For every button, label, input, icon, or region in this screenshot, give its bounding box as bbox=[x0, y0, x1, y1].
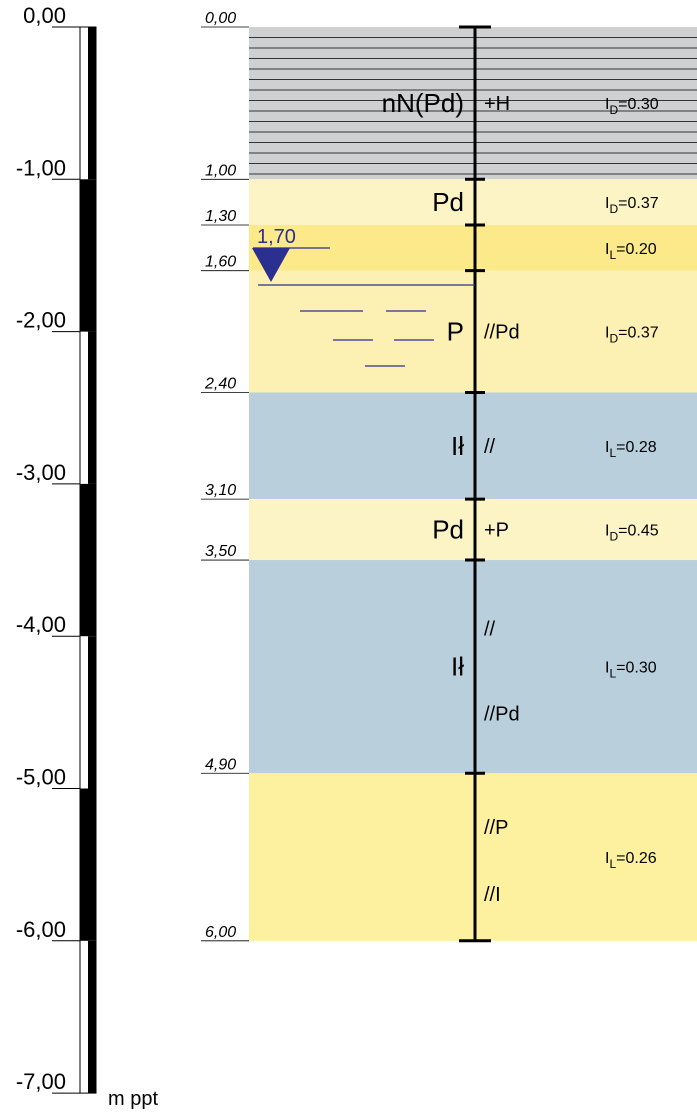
layer-parameter: IL=0.20 bbox=[605, 241, 657, 262]
depth-label: 4,90 bbox=[205, 756, 236, 773]
scale-tick-label: -3,00 bbox=[16, 460, 66, 485]
scale-segment-right bbox=[88, 331, 96, 484]
parameter-base: I bbox=[605, 660, 609, 677]
soil-code: Ił bbox=[451, 652, 464, 682]
parameter-subscript: D bbox=[609, 202, 618, 216]
parameter-subscript: D bbox=[609, 530, 618, 544]
parameter-base: I bbox=[605, 439, 609, 456]
admixture-note: +H bbox=[484, 93, 510, 115]
scale-segment-right bbox=[88, 483, 96, 637]
layer-fill bbox=[249, 392, 697, 500]
parameter-base: I bbox=[605, 325, 609, 342]
parameter-value: =0.45 bbox=[618, 523, 659, 540]
water-level-triangle bbox=[252, 248, 290, 282]
parameter-subscript: L bbox=[609, 667, 616, 681]
layer-fill bbox=[249, 560, 697, 774]
soil-code: P bbox=[447, 317, 464, 347]
depth-label: 0,00 bbox=[205, 10, 236, 27]
parameter-value: =0.37 bbox=[618, 195, 659, 212]
scale-tick-label: 0,00 bbox=[23, 3, 66, 28]
scale-segment-left bbox=[80, 788, 88, 941]
layer-fill bbox=[249, 27, 697, 180]
admixture-note: //Pd bbox=[484, 704, 520, 726]
water-level-label: 1,70 bbox=[257, 226, 296, 248]
depth-label: 6,00 bbox=[205, 924, 236, 941]
admixture-note: //Pd bbox=[484, 322, 520, 344]
layer-parameter: ID=0.37 bbox=[605, 325, 659, 346]
soil-code: Ił bbox=[451, 431, 464, 461]
soil-code: nN(Pd) bbox=[382, 88, 464, 118]
scale-tick-label: -7,00 bbox=[16, 1069, 66, 1094]
layer-fill bbox=[249, 773, 697, 941]
layer-parameter: IL=0.30 bbox=[605, 660, 657, 681]
scale-segment-left bbox=[80, 483, 88, 637]
soil-code: Pd bbox=[432, 187, 464, 217]
layer-parameter: IL=0.26 bbox=[605, 850, 657, 871]
scale-tick-label: -2,00 bbox=[16, 308, 66, 333]
scale-segment-right bbox=[88, 636, 96, 789]
parameter-value: =0.30 bbox=[616, 660, 657, 677]
layer-fill bbox=[249, 499, 697, 561]
admixture-note: +P bbox=[484, 520, 509, 542]
parameter-subscript: L bbox=[609, 857, 616, 871]
borehole-axis bbox=[459, 25, 491, 943]
admixture-note: // bbox=[484, 618, 496, 640]
scale-segment-right bbox=[88, 940, 96, 1094]
depth-label: 2,40 bbox=[204, 376, 236, 393]
parameter-value: =0.37 bbox=[618, 325, 659, 342]
scale-segment-right bbox=[88, 788, 96, 941]
scale-segment-right bbox=[88, 27, 96, 180]
scale-segment-right bbox=[88, 179, 96, 332]
parameter-subscript: D bbox=[609, 332, 618, 346]
soil-code: Pd bbox=[432, 515, 464, 545]
scale-tick-label: -4,00 bbox=[16, 612, 66, 637]
parameter-subscript: L bbox=[609, 446, 616, 460]
admixture-note: //I bbox=[484, 884, 501, 906]
depth-label: 1,00 bbox=[205, 162, 236, 179]
parameter-base: I bbox=[605, 195, 609, 212]
depth-scale: 0,00 -1,00 -2,00 -3,00 -4,00 -5,00 -6,00 -7,00 bbox=[16, 3, 97, 1094]
parameter-subscript: D bbox=[609, 103, 618, 117]
parameter-value: =0.30 bbox=[618, 96, 659, 113]
admixture-note: //P bbox=[484, 817, 508, 839]
scale-segment-left bbox=[80, 179, 88, 332]
depth-label: 3,10 bbox=[205, 482, 236, 499]
parameter-base: I bbox=[605, 850, 609, 867]
layer-parameter: IL=0.28 bbox=[605, 439, 657, 460]
layer-fill bbox=[249, 270, 697, 393]
scale-tick-label: -1,00 bbox=[16, 155, 66, 180]
parameter-base: I bbox=[605, 241, 609, 258]
layer-parameter: ID=0.45 bbox=[605, 523, 659, 544]
groundwater-marker: 1,70 bbox=[252, 226, 475, 367]
parameter-value: =0.26 bbox=[616, 850, 657, 867]
parameter-base: I bbox=[605, 523, 609, 540]
parameter-base: I bbox=[605, 96, 609, 113]
scale-tick-label: -6,00 bbox=[16, 917, 66, 942]
parameter-value: =0.20 bbox=[616, 241, 657, 258]
depth-label: 1,60 bbox=[205, 254, 236, 271]
layer-parameter: ID=0.37 bbox=[605, 195, 659, 216]
layer-fill bbox=[249, 179, 697, 225]
parameter-value: =0.28 bbox=[616, 439, 657, 456]
parameter-subscript: L bbox=[609, 248, 616, 262]
depth-label: 3,50 bbox=[205, 543, 236, 560]
admixture-note: // bbox=[484, 436, 496, 458]
depth-label: 1,30 bbox=[205, 208, 236, 225]
scale-tick-label: -5,00 bbox=[16, 765, 66, 790]
layer-parameter: ID=0.30 bbox=[605, 96, 659, 117]
unit-label: m ppt bbox=[108, 1088, 158, 1110]
